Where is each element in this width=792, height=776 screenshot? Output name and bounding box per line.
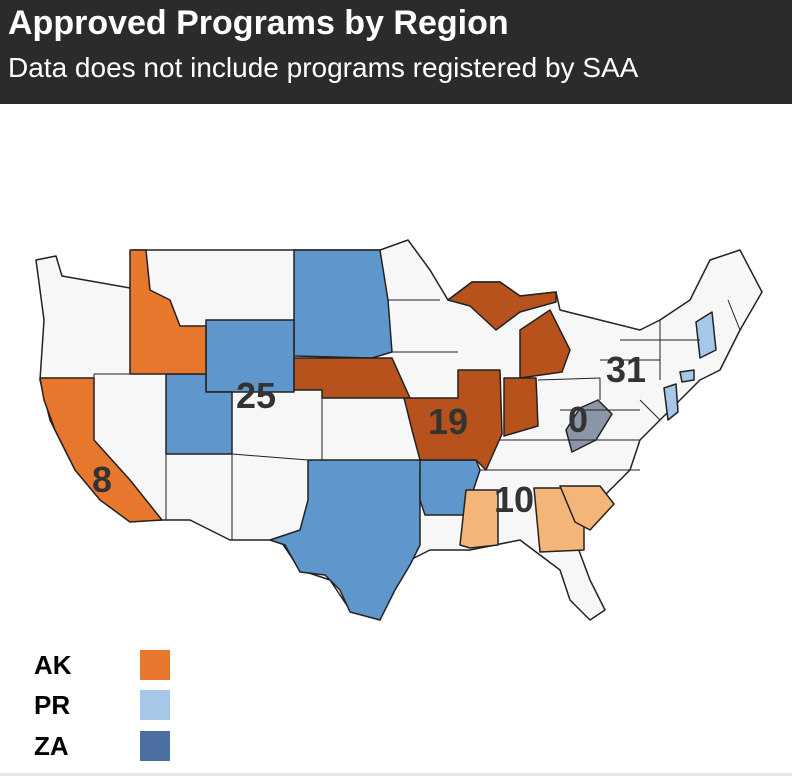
region-dakotas	[293, 249, 393, 359]
legend-item-za: ZA	[34, 731, 234, 763]
us-map: 8 25 19 10 0 31	[0, 104, 792, 664]
legend-swatch	[140, 690, 170, 720]
region-illinois-missouri	[403, 369, 503, 471]
legend-item-ak: AK	[34, 650, 234, 682]
label-west-coast: 8	[92, 459, 112, 500]
state-borders	[93, 288, 741, 540]
legend-label: PR	[34, 690, 71, 720]
header-bar: Approved Programs by Region Data does no…	[0, 0, 792, 104]
region-michigan-upper	[447, 281, 557, 331]
legend-label: ZA	[34, 731, 69, 761]
footer-divider	[0, 773, 792, 776]
label-midwest: 19	[428, 401, 468, 442]
region-new-hampshire	[695, 311, 717, 359]
legend-label: AK	[34, 650, 72, 680]
region-new-jersey	[663, 383, 679, 421]
us-map-svg: 8 25 19 10 0 31	[35, 239, 763, 621]
label-southeast: 10	[494, 479, 534, 520]
page-subtitle: Data does not include programs registere…	[8, 52, 639, 83]
legend-swatch	[140, 731, 170, 761]
region-mississippi	[459, 489, 499, 549]
legend-item-pr: PR	[34, 690, 234, 722]
page-title: Approved Programs by Region	[8, 4, 509, 42]
region-indiana	[503, 377, 539, 437]
region-michigan-lower	[519, 309, 571, 379]
region-connecticut	[679, 369, 695, 383]
label-mid-atlantic: 0	[568, 399, 588, 440]
legend-swatch	[140, 650, 170, 680]
label-mountain: 25	[236, 375, 276, 416]
region-labels: 8 25 19 10 0 31	[92, 349, 646, 520]
region-south-carolina	[559, 485, 615, 531]
label-northeast: 31	[606, 349, 646, 390]
